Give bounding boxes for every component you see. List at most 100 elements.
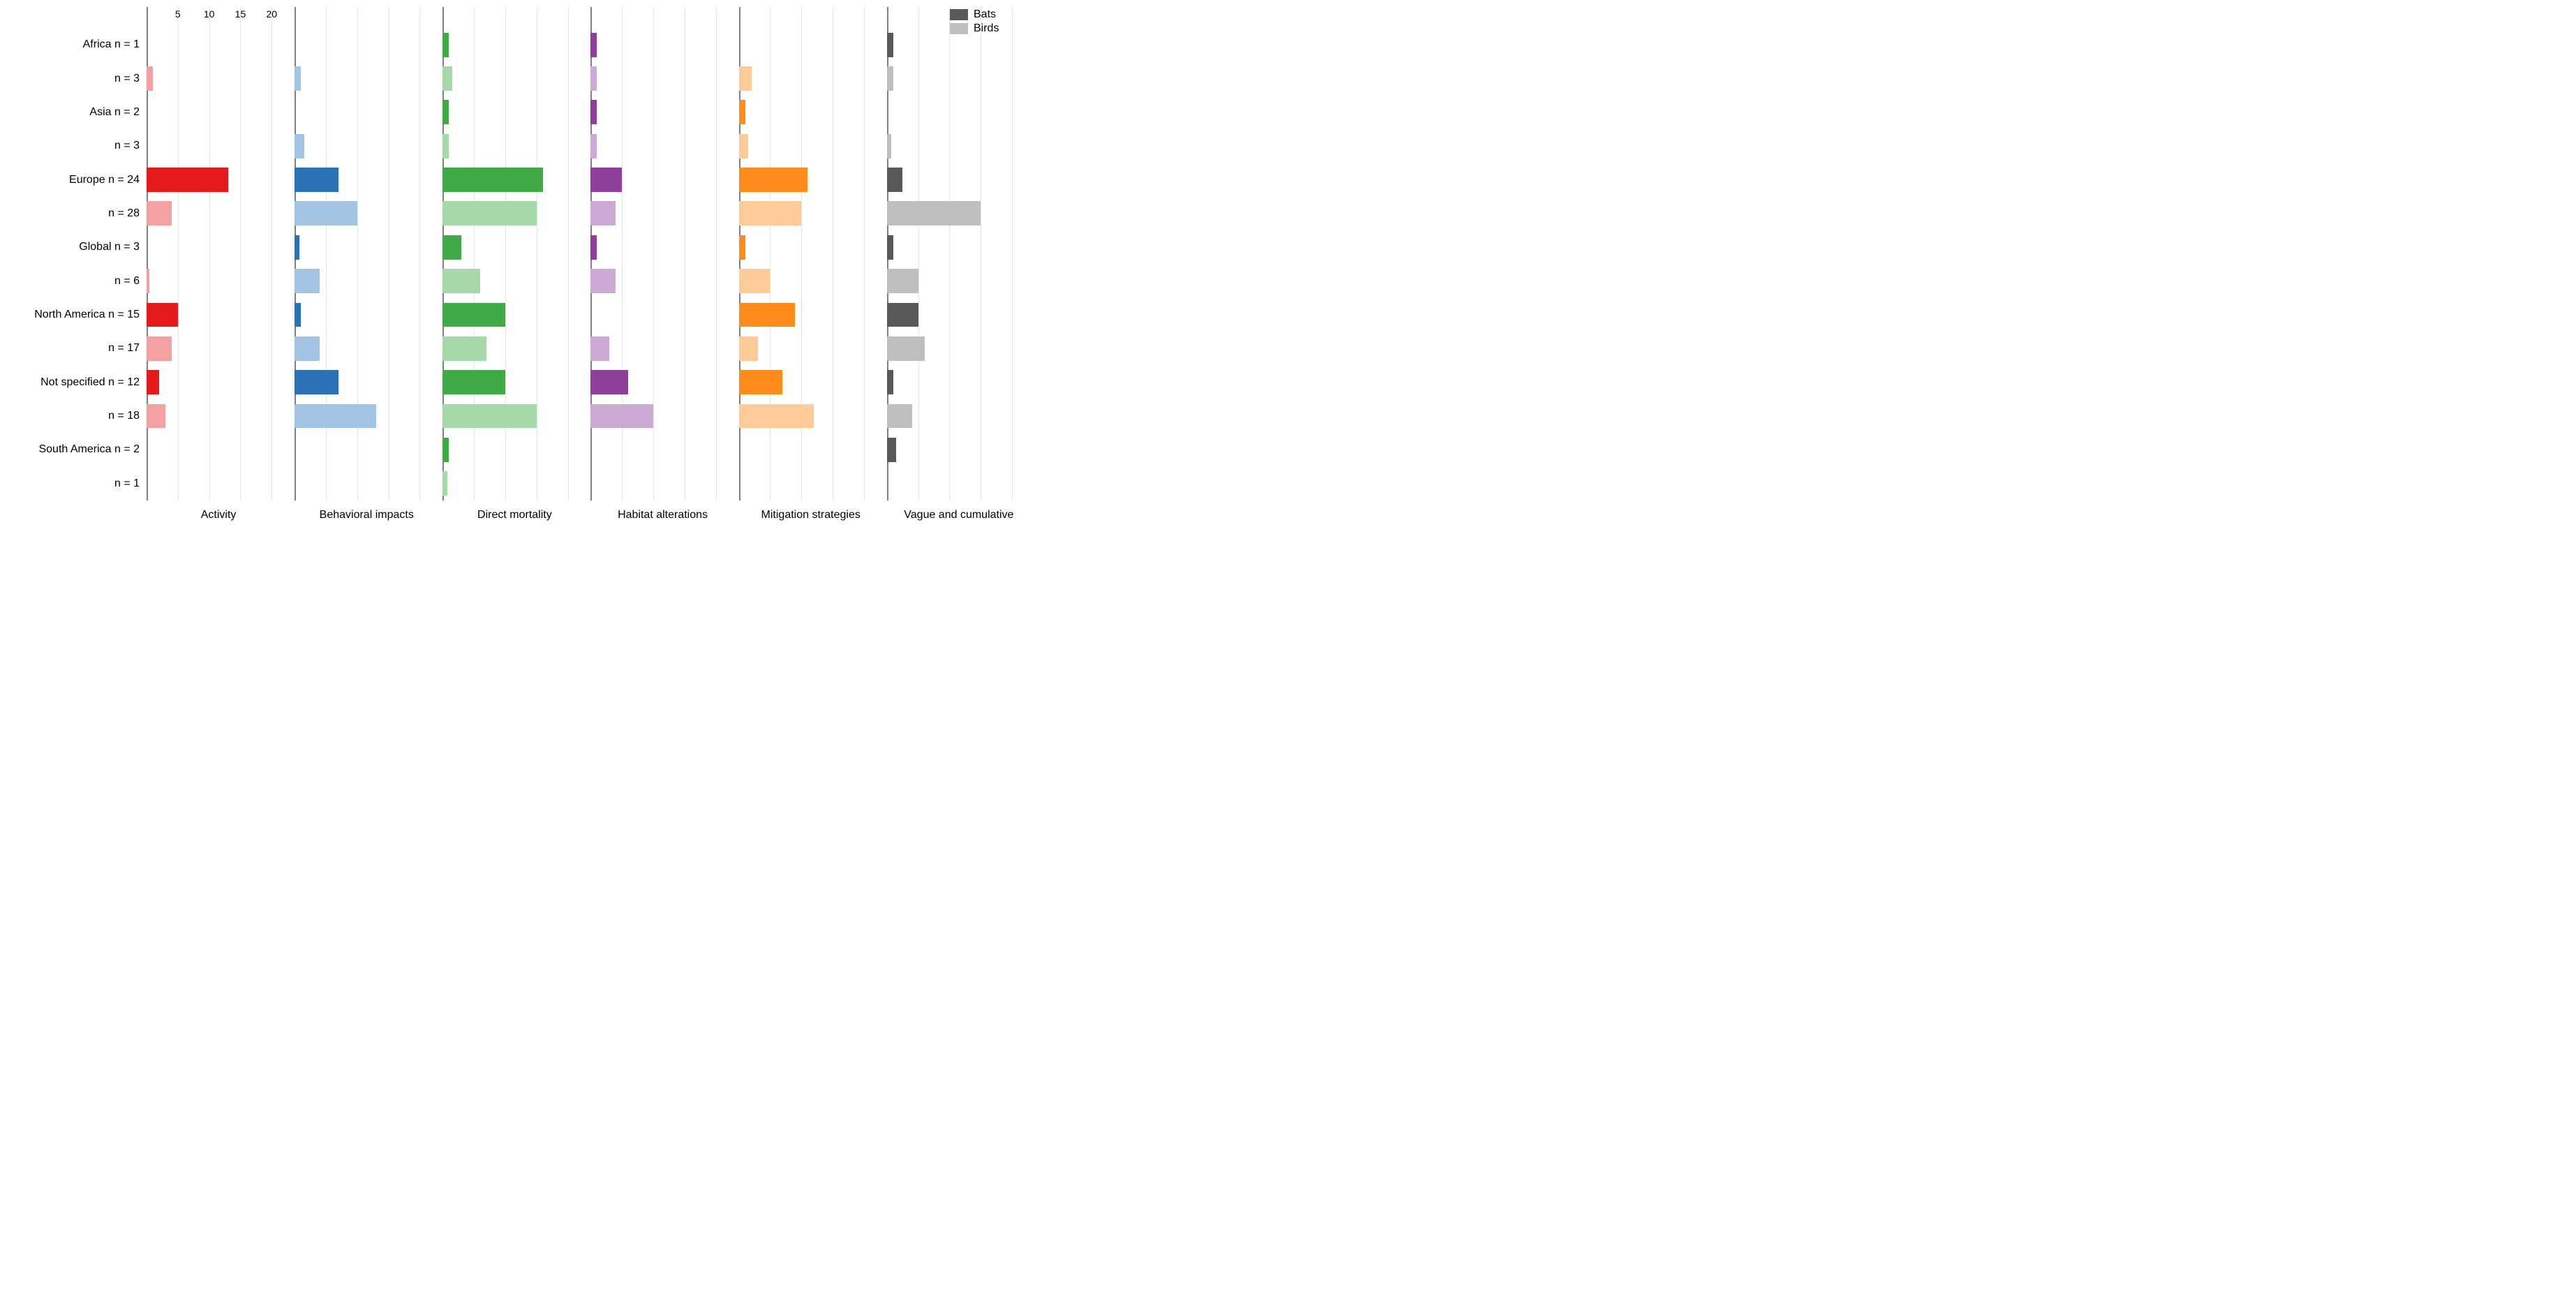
panel: Habitat alterations [590,0,734,524]
bar [887,336,925,361]
row-label: n = 1 [0,466,147,500]
bar [442,33,449,57]
legend-swatch [950,23,968,34]
bar [147,269,149,293]
bar-row [147,197,290,230]
bar-row [590,466,734,500]
bar [442,100,449,124]
legend-label: Birds [974,22,999,35]
bar-row [739,264,883,297]
spacer [0,0,147,28]
row-label: n = 17 [0,332,147,365]
bar [295,269,320,293]
row-label: n = 18 [0,399,147,433]
bar-row [590,129,734,163]
bar [590,404,653,429]
bar [739,336,758,361]
row-label: Africa n = 1 [0,28,147,61]
bar [295,336,320,361]
panels-row: Africa n = 1n = 3Asia n = 2n = 3Europe n… [0,0,1031,524]
bar-row [147,466,290,500]
bar-row [887,163,1031,196]
bar-row [739,298,883,332]
bar [442,269,480,293]
row-label: Not specified n = 12 [0,365,147,399]
bar [295,66,301,91]
bar-row [295,96,438,129]
bars-area [887,28,1031,501]
bar [442,404,536,429]
bar [442,235,461,260]
row-label: n = 3 [0,129,147,163]
x-tick-label: 15 [235,8,246,20]
bar [887,201,981,225]
bar-row [887,230,1031,264]
panel-title: Mitigation strategies [739,509,883,521]
bar-row [295,433,438,466]
panel: 5101520Activity [147,0,290,524]
bars-area [295,28,438,501]
row-label: Asia n = 2 [0,96,147,129]
bar [739,201,802,225]
bar [590,235,597,260]
bar [442,201,536,225]
row-label: Europe n = 24 [0,163,147,196]
x-tick-label: 5 [175,8,181,20]
panel-title: Activity [147,509,290,521]
bar-row [295,264,438,297]
panel-title: Vague and cumulative [887,509,1031,521]
bar-row [739,197,883,230]
bar-row [442,332,586,365]
bar-row [590,197,734,230]
bar [442,168,542,192]
bar-row [887,197,1031,230]
bar-row [887,61,1031,95]
bar [590,201,616,225]
bar [887,134,891,158]
bar-row [442,197,586,230]
bar-row [295,197,438,230]
bar [739,269,770,293]
bar-row [442,230,586,264]
bar [295,134,304,158]
bar [147,370,159,394]
bar-row [147,129,290,163]
bar [887,438,896,462]
bar [442,370,505,394]
bar-row [887,332,1031,365]
bar-row [295,230,438,264]
bar-row [739,96,883,129]
bar-row [887,264,1031,297]
bar-row [739,230,883,264]
bar [147,303,178,327]
bar [442,336,486,361]
bar-row [147,332,290,365]
bar [295,168,338,192]
bar-row [739,399,883,433]
legend-swatch [950,9,968,20]
bars-area [147,28,290,501]
panel-title: Direct mortality [442,509,586,521]
bar-row [442,365,586,399]
bar-row [887,433,1031,466]
bar [590,33,597,57]
bar [887,303,918,327]
row-label: Global n = 3 [0,230,147,264]
bar-row [147,61,290,95]
bar-row [442,129,586,163]
bar [887,235,893,260]
bar-row [442,433,586,466]
bar [887,370,893,394]
bars-area [442,28,586,501]
bar [295,201,357,225]
bar [887,168,902,192]
bar-row [295,466,438,500]
bar [295,235,299,260]
bar [739,303,796,327]
bar-row [739,129,883,163]
bar-row [295,61,438,95]
bar-row [147,264,290,297]
bar-row [887,298,1031,332]
bar [442,66,452,91]
row-label: n = 6 [0,264,147,297]
